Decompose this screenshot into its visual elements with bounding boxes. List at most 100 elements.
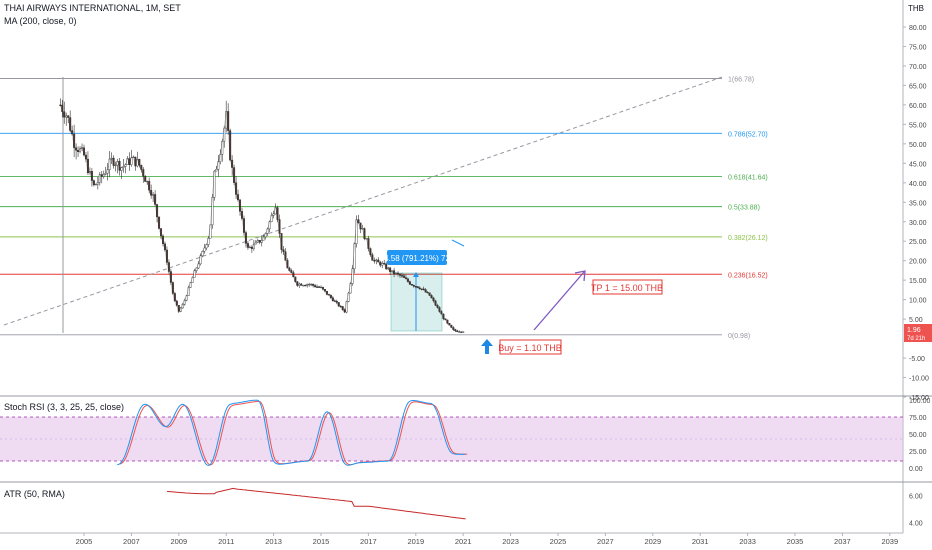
- candle-body: [195, 267, 198, 271]
- atr-line: [166, 487, 466, 520]
- candle-body: [422, 288, 425, 290]
- candle-body: [160, 228, 163, 237]
- candle-body: [347, 292, 350, 302]
- dashed-trendline[interactable]: [3, 76, 723, 326]
- stoch-axis[interactable]: 100.00 75.00 50.00 25.00 0.00: [909, 398, 931, 473]
- candle-body: [187, 287, 190, 296]
- candle-body: [371, 254, 374, 261]
- buy-callout-text: Buy = 1.10 THB: [498, 343, 562, 353]
- candle-body: [383, 263, 386, 265]
- candle-body: [298, 283, 301, 286]
- candle-body: [432, 297, 435, 302]
- candle-body: [250, 246, 253, 249]
- candle-body: [207, 238, 210, 245]
- price-tick-label: -15.00: [909, 395, 929, 402]
- candle-body: [84, 154, 87, 160]
- buy-arrow-icon[interactable]: [481, 339, 493, 354]
- time-tick-label: 2029: [644, 537, 661, 546]
- candle-body: [86, 158, 89, 174]
- candle-body: [258, 240, 261, 243]
- candle-body: [379, 261, 382, 266]
- candle-body: [223, 127, 226, 142]
- candle-body: [316, 286, 319, 288]
- candle-body: [290, 270, 293, 273]
- candle-body: [165, 249, 168, 263]
- atr-legend[interactable]: ATR (50, RMA): [4, 489, 65, 499]
- price-range-measure[interactable]: 14.58 (791.21%) 729: [380, 250, 455, 332]
- small-blue-line[interactable]: [451, 239, 465, 247]
- candle-body: [389, 267, 392, 272]
- candle-body: [254, 241, 257, 245]
- atr-tick-label: 6.00: [909, 493, 923, 500]
- stoch-legend[interactable]: Stoch RSI (3, 3, 25, 25, close): [4, 402, 124, 412]
- stoch-tick-label: 25.00: [909, 449, 927, 456]
- atr-pane[interactable]: [166, 487, 466, 520]
- stoch-tick-label: 100.00: [909, 398, 931, 405]
- candle-body: [353, 243, 356, 269]
- candle-body: [266, 228, 269, 234]
- candle-body: [276, 207, 279, 220]
- candle-body: [98, 174, 101, 183]
- candle-body: [260, 239, 263, 243]
- candle-body: [278, 219, 281, 234]
- candle-body: [327, 294, 330, 296]
- candle-body: [219, 154, 222, 162]
- candle-body: [181, 304, 184, 309]
- candle-body: [399, 273, 402, 276]
- candle-body: [306, 284, 309, 286]
- candle-body: [302, 285, 305, 287]
- fibonacci-retracement[interactable]: 1(66.78) 0.786(52.70) 0.618(41.64) 0.5(33.8…: [0, 76, 768, 340]
- candle-body: [77, 149, 80, 152]
- candle-body: [233, 167, 236, 183]
- candle-body: [402, 275, 405, 278]
- time-tick-label: 2027: [597, 537, 614, 546]
- candle-body: [146, 181, 149, 183]
- candle-body: [104, 172, 107, 175]
- candle-body: [318, 286, 321, 288]
- target-arrow-line[interactable]: [533, 271, 585, 331]
- symbol-title: THAI AIRWAYS INTERNATIONAL, 1M, SET: [4, 3, 181, 13]
- time-axis[interactable]: 2005 2007 2009 2011 2013 2015 2017 2019 2021 2023…: [76, 533, 898, 546]
- time-tick-label: 2013: [265, 537, 282, 546]
- price-tick-label: 5.00: [909, 317, 923, 324]
- ma-legend[interactable]: MA (200, close, 0): [4, 16, 77, 26]
- candle-body: [144, 176, 147, 182]
- buy-callout[interactable]: Buy = 1.10 THB: [498, 339, 562, 355]
- candle-body: [124, 164, 127, 167]
- candle-body: [134, 156, 137, 167]
- candle-body: [248, 246, 251, 249]
- candle-body: [264, 233, 267, 238]
- candle-body: [211, 197, 214, 226]
- tp-callout-box: [592, 279, 663, 295]
- candle-body: [67, 115, 70, 118]
- candle-body: [100, 174, 103, 177]
- price-axis[interactable]: 80.00 75.00 70.00 65.00 60.00 55.00 50.00 45.00…: [903, 25, 929, 402]
- candle-body: [148, 181, 151, 191]
- price-tick-label: 40.00: [909, 181, 927, 188]
- trend-line[interactable]: [3, 76, 723, 333]
- stoch-rsi-pane[interactable]: [0, 399, 903, 467]
- candle-body: [320, 286, 323, 289]
- candle-body: [203, 247, 206, 252]
- candle-body: [424, 289, 427, 293]
- candle-body: [404, 277, 407, 280]
- symbol-legend[interactable]: THAI AIRWAYS INTERNATIONAL, 1M, SET: [4, 3, 181, 13]
- candle-body: [284, 251, 287, 261]
- price-tick-label: 30.00: [909, 220, 927, 227]
- candle-body: [240, 211, 243, 219]
- candle-body: [351, 268, 354, 284]
- time-tick-label: 2019: [407, 537, 424, 546]
- time-tick-label: 2015: [313, 537, 330, 546]
- candle-body: [357, 219, 360, 224]
- candle-body: [292, 272, 295, 278]
- candle-body: [126, 158, 129, 165]
- candle-body: [205, 244, 208, 249]
- candle-body: [252, 243, 255, 249]
- target-arrow[interactable]: [533, 270, 586, 331]
- atr-axis[interactable]: 6.00 4.00: [909, 493, 923, 527]
- candle-body: [321, 286, 324, 290]
- candle-body: [446, 319, 449, 324]
- tp-callout[interactable]: TP 1 = 15.00 THB: [591, 279, 663, 295]
